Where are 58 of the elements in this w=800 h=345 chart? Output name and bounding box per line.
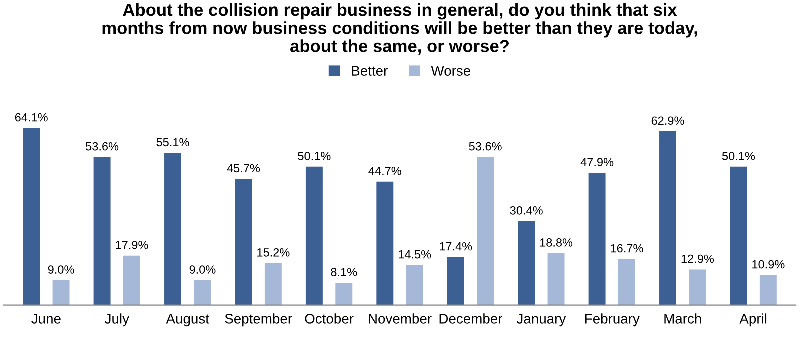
x-tick-label: August bbox=[166, 314, 210, 327]
bar bbox=[689, 270, 706, 306]
x-tick-label: February bbox=[585, 314, 640, 327]
bar bbox=[94, 157, 111, 306]
data-label: 9.0% bbox=[48, 266, 74, 274]
data-label: 64.1% bbox=[15, 113, 48, 122]
bar bbox=[336, 282, 353, 306]
bar bbox=[588, 173, 606, 306]
bar bbox=[548, 253, 565, 306]
x-tick-label: July bbox=[105, 314, 130, 327]
data-label: 16.7% bbox=[611, 244, 644, 253]
bar bbox=[52, 280, 70, 306]
x-tick-label: October bbox=[305, 314, 354, 324]
data-label: 8.1% bbox=[331, 268, 358, 276]
bar bbox=[730, 166, 748, 306]
data-label: 12.9% bbox=[682, 254, 714, 264]
bar bbox=[406, 265, 424, 306]
data-label: 17.9% bbox=[116, 241, 148, 250]
data-label: 9.0% bbox=[190, 266, 216, 274]
bar bbox=[306, 166, 323, 306]
data-label: 50.1% bbox=[298, 152, 331, 160]
data-label: 62.9% bbox=[652, 116, 684, 126]
bar bbox=[660, 132, 676, 306]
legend-label: Worse bbox=[431, 66, 470, 76]
bar bbox=[194, 280, 212, 306]
bar bbox=[124, 256, 140, 306]
data-label: 30.4% bbox=[510, 206, 543, 215]
bar bbox=[235, 179, 252, 306]
bar bbox=[164, 153, 182, 306]
data-label: 17.4% bbox=[440, 242, 472, 251]
x-tick-label: April bbox=[740, 314, 767, 327]
bar bbox=[376, 182, 394, 306]
data-label: 55.1% bbox=[156, 138, 190, 147]
data-label: 44.7% bbox=[368, 167, 402, 176]
x-tick-label: March bbox=[664, 314, 702, 324]
x-tick-label: January bbox=[516, 314, 566, 327]
bar bbox=[264, 263, 282, 306]
bar bbox=[518, 221, 536, 306]
data-label: 47.9% bbox=[580, 158, 614, 166]
bar bbox=[447, 257, 464, 306]
x-tick-label: December bbox=[440, 314, 503, 324]
chart-title: About the collision repair business in general, do you think that six months from now business conditions will be better than they are today, about the same, or worse? bbox=[102, 3, 698, 55]
data-label: 53.6% bbox=[469, 142, 502, 151]
bar bbox=[760, 275, 777, 306]
data-label: 50.1% bbox=[722, 152, 756, 160]
bar bbox=[618, 259, 636, 306]
x-tick-label: November bbox=[369, 314, 432, 324]
data-label: 18.8% bbox=[540, 238, 573, 247]
x-tick-label: September bbox=[225, 314, 292, 327]
bar bbox=[23, 128, 40, 306]
data-label: 14.5% bbox=[399, 250, 432, 259]
legend-label: Better bbox=[352, 66, 388, 76]
data-label: 15.2% bbox=[258, 248, 290, 257]
bar bbox=[477, 157, 494, 306]
data-label: 53.6% bbox=[86, 142, 119, 151]
x-tick-label: June bbox=[32, 314, 61, 324]
data-label: 10.9% bbox=[752, 260, 785, 269]
data-label: 45.7% bbox=[227, 164, 260, 173]
